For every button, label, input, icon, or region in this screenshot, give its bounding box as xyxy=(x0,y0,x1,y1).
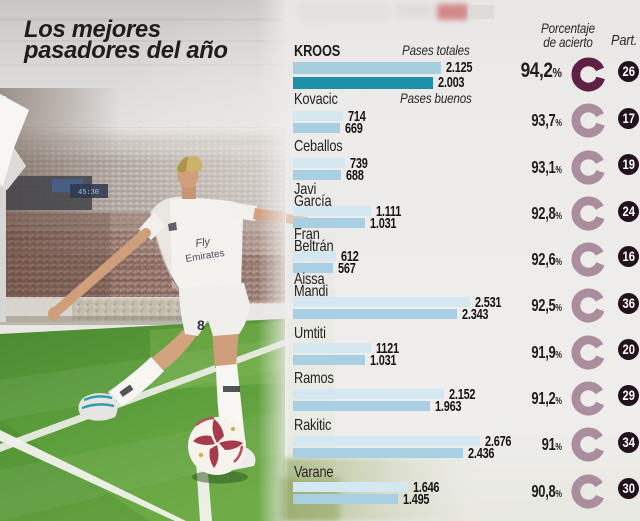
svg-text:8: 8 xyxy=(197,317,205,333)
svg-text:45:30: 45:30 xyxy=(78,189,99,197)
svg-text:Fly: Fly xyxy=(195,236,213,250)
